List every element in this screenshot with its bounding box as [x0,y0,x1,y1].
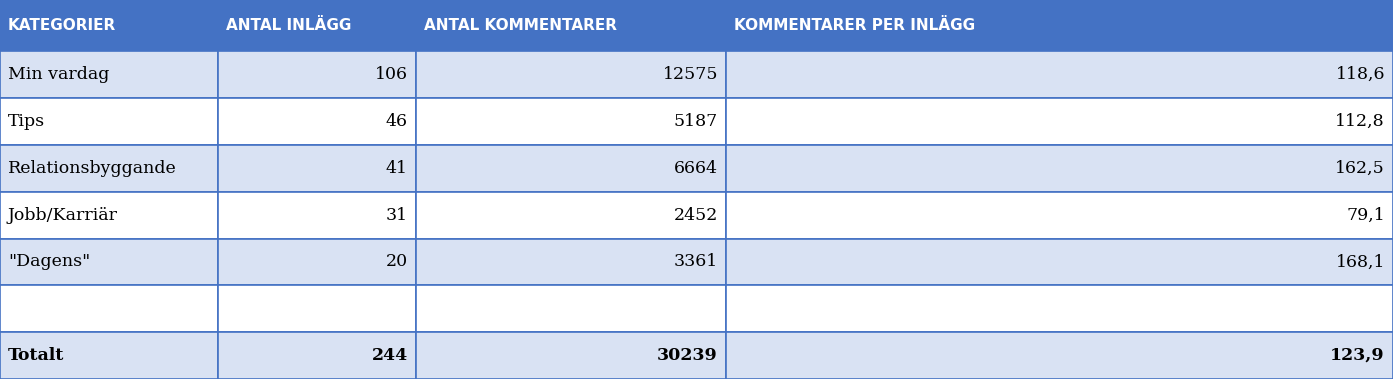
Text: 168,1: 168,1 [1336,254,1385,271]
Bar [417,98,726,145]
Bar [217,192,417,238]
Bar [726,0,1393,51]
Bar [726,145,1393,192]
Text: 5187: 5187 [674,113,717,130]
Bar [417,0,726,51]
Bar [417,285,726,332]
Text: ANTAL KOMMENTARER: ANTAL KOMMENTARER [423,18,617,33]
Text: Totalt: Totalt [8,347,64,364]
Bar [726,192,1393,238]
Bar [0,285,217,332]
Bar [726,285,1393,332]
Bar [217,285,417,332]
Bar [0,51,217,98]
Text: KOMMENTARER PER INLÄGG: KOMMENTARER PER INLÄGG [734,18,975,33]
Text: 79,1: 79,1 [1346,207,1385,224]
Text: 30239: 30239 [657,347,717,364]
Bar [217,51,417,98]
Bar [726,98,1393,145]
Text: 6664: 6664 [674,160,717,177]
Bar [217,98,417,145]
Text: 20: 20 [386,254,408,271]
Bar [0,145,217,192]
Text: 123,9: 123,9 [1330,347,1385,364]
Text: 118,6: 118,6 [1336,66,1385,83]
Bar [726,51,1393,98]
Bar [417,51,726,98]
Text: Relationsbyggande: Relationsbyggande [8,160,177,177]
Text: 31: 31 [386,207,408,224]
Bar [417,238,726,285]
Text: 41: 41 [386,160,408,177]
Text: ANTAL INLÄGG: ANTAL INLÄGG [226,18,351,33]
Bar [417,145,726,192]
Bar [0,98,217,145]
Bar [217,0,417,51]
Text: 106: 106 [375,66,408,83]
Bar [0,192,217,238]
Text: 244: 244 [372,347,408,364]
Text: 3361: 3361 [674,254,717,271]
Text: 162,5: 162,5 [1336,160,1385,177]
Text: 2452: 2452 [674,207,717,224]
Text: 12575: 12575 [663,66,717,83]
Bar [0,238,217,285]
Text: Tips: Tips [8,113,45,130]
Text: Min vardag: Min vardag [8,66,110,83]
Text: KATEGORIER: KATEGORIER [8,18,116,33]
Bar [417,332,726,379]
Bar [0,0,217,51]
Text: 46: 46 [386,113,408,130]
Bar [217,145,417,192]
Bar [417,192,726,238]
Bar [0,332,217,379]
Text: 112,8: 112,8 [1336,113,1385,130]
Text: "Dagens": "Dagens" [8,254,91,271]
Bar [726,332,1393,379]
Bar [217,332,417,379]
Bar [217,238,417,285]
Text: Jobb/Karriär: Jobb/Karriär [8,207,118,224]
Bar [726,238,1393,285]
